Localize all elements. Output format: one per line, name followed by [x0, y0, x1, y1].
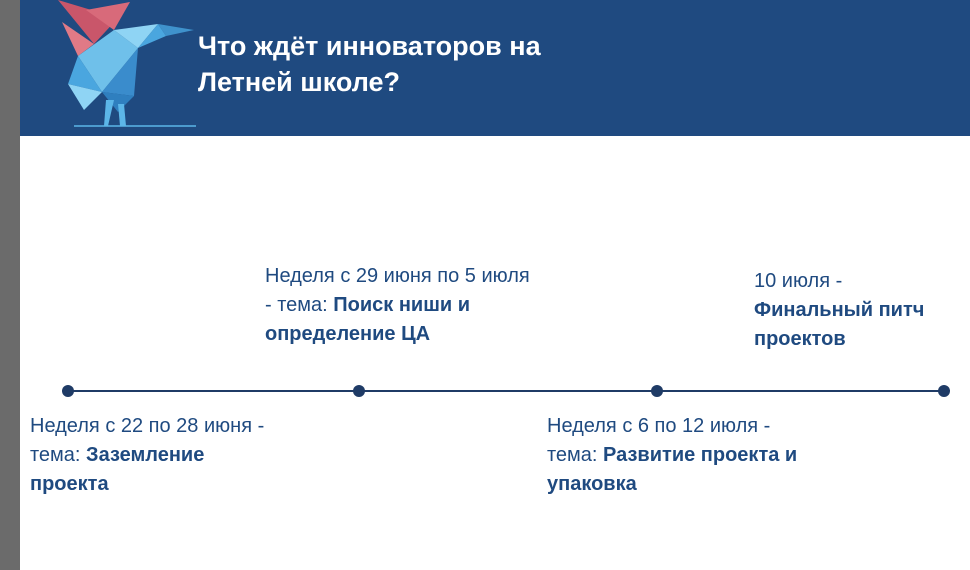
origami-hummingbird-icon — [58, 0, 196, 127]
timeline-event-3: Неделя с 6 по 12 июля - тема: Развитие п… — [547, 412, 802, 499]
header-bar: Что ждёт инноваторов на Летней школе? — [20, 0, 970, 136]
event-1-text: Неделя с 22 по 28 июня - тема: — [30, 415, 265, 466]
event-2-topic: Поиск ниши и определение ЦА — [265, 294, 471, 345]
timeline-line — [68, 390, 944, 392]
title-line-2: Летней школе? — [198, 67, 401, 97]
event-4-text: 10 июля - — [754, 270, 843, 292]
event-3-text: Неделя с 6 по 12 июля - тема: — [547, 415, 771, 466]
timeline-dot — [651, 385, 663, 397]
event-3-topic: Развитие проекта и упаковка — [547, 444, 798, 495]
timeline-dot — [938, 385, 950, 397]
slide: Что ждёт инноваторов на Летней школе? Не… — [20, 0, 970, 570]
event-2-text: Неделя с 29 июня по 5 июля - тема: — [265, 265, 530, 316]
timeline-dot — [62, 385, 74, 397]
event-1-topic: Заземление проекта — [30, 444, 205, 495]
page-title: Что ждёт инноваторов на Летней школе? — [198, 28, 541, 100]
event-4-topic: Финальный питч проектов — [754, 299, 925, 350]
title-line-1: Что ждёт инноваторов на — [198, 31, 541, 61]
timeline-event-1: Неделя с 22 по 28 июня - тема: Заземлени… — [30, 412, 280, 499]
timeline-event-4: 10 июля - Финальный питч проектов — [754, 267, 964, 354]
timeline-event-2: Неделя с 29 июня по 5 июля - тема: Поиск… — [265, 262, 530, 349]
timeline-dot — [353, 385, 365, 397]
